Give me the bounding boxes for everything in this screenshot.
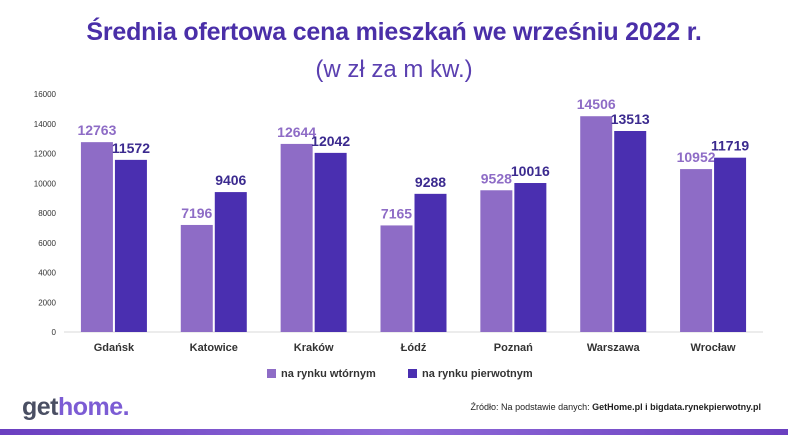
bar <box>314 152 347 332</box>
legend-label: na rynku wtórnym <box>281 368 376 380</box>
y-tick-label: 6000 <box>38 239 56 248</box>
bar <box>114 159 147 332</box>
y-tick-label: 16000 <box>34 90 57 99</box>
data-label: 12644 <box>277 124 316 140</box>
data-label: 9406 <box>215 172 246 188</box>
data-label: 11719 <box>711 138 749 154</box>
x-category-label: Łódź <box>401 342 427 354</box>
data-label: 7196 <box>181 205 212 221</box>
data-label: 12763 <box>77 122 116 138</box>
logo-get: get <box>22 393 59 421</box>
bar <box>580 116 613 332</box>
x-category-label: Poznań <box>494 342 533 354</box>
y-tick-label: 4000 <box>38 269 56 278</box>
legend-swatch <box>408 369 417 378</box>
data-label: 9288 <box>415 174 446 190</box>
legend-label: na rynku pierwotnym <box>422 368 533 380</box>
data-label: 9528 <box>481 170 512 186</box>
bar <box>80 142 113 332</box>
y-tick-label: 2000 <box>38 298 56 307</box>
chart-subtitle: (w zł za m kw.) <box>315 56 473 83</box>
bar <box>414 193 447 332</box>
y-tick-label: 10000 <box>34 179 57 188</box>
x-category-label: Wrocław <box>691 342 736 354</box>
bar <box>614 130 647 332</box>
source-note: Źródło: Na podstawie danych: GetHome.pl … <box>471 402 761 412</box>
y-tick-label: 14000 <box>34 120 57 129</box>
chart-title: Średnia ofertowa cena mieszkań we wrześn… <box>86 18 702 46</box>
y-tick-label: 0 <box>52 328 57 337</box>
y-tick-label: 8000 <box>38 209 56 218</box>
legend-swatch <box>267 369 276 378</box>
source-name: GetHome.pl i bigdata.rynekpierwotny.pl <box>592 402 761 412</box>
data-label: 13513 <box>611 111 650 127</box>
bar <box>514 183 547 332</box>
gethome-logo: gethome. <box>22 393 130 422</box>
bar <box>180 224 213 332</box>
bar <box>680 169 713 332</box>
y-tick-label: 12000 <box>34 150 57 159</box>
bar <box>380 225 413 332</box>
data-label: 7165 <box>381 205 412 221</box>
x-category-label: Warszawa <box>587 342 641 354</box>
data-label: 10952 <box>677 149 716 165</box>
x-category-label: Gdańsk <box>94 342 135 354</box>
data-label: 14506 <box>577 96 616 112</box>
logo-home: home. <box>58 393 130 421</box>
bottom-accent-bar <box>0 429 788 435</box>
bar <box>280 143 313 332</box>
data-label: 10016 <box>511 163 550 179</box>
x-category-label: Kraków <box>294 342 334 354</box>
data-label: 12042 <box>311 133 350 149</box>
source-prefix: Źródło: Na podstawie danych: <box>470 402 593 412</box>
bar <box>714 157 747 332</box>
bar <box>214 192 247 332</box>
x-category-label: Katowice <box>190 342 238 354</box>
data-label: 11572 <box>112 140 150 156</box>
bar <box>480 190 513 332</box>
